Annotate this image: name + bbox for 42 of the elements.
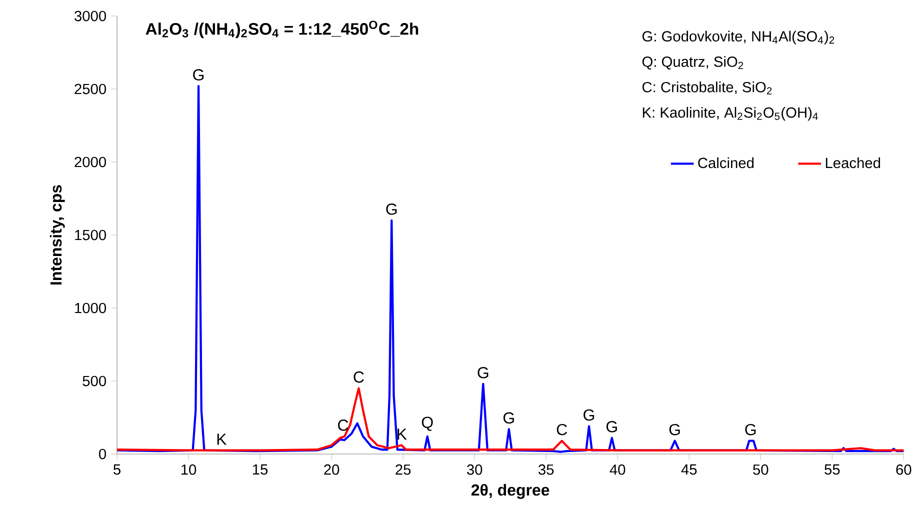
y-tick-label: 1500 — [75, 230, 106, 240]
y-tick-label: 2500 — [74, 84, 106, 94]
annotation: C — [556, 424, 567, 436]
annotation: C — [338, 420, 348, 431]
annotation: C: Cristobalite, SiO$_{2}$ — [642, 82, 772, 94]
annotation: G — [503, 412, 514, 424]
x-tick-label: 45 — [681, 464, 697, 475]
annotation: G — [669, 424, 680, 436]
legend-label: Calcined — [698, 157, 754, 168]
annotation: G — [745, 424, 756, 436]
y-axis-title: Intensity, cps — [50, 185, 65, 284]
y-tick-label: 500 — [82, 376, 106, 386]
annotation: Q: Quatrz, SiO$_{2}$ — [642, 56, 744, 70]
x-tick-label: 5 — [114, 464, 120, 475]
annotation: G — [193, 69, 204, 80]
annotation: Q — [422, 416, 433, 431]
y-tick-label: 0 — [99, 448, 106, 460]
y-tick-label: 3000 — [74, 10, 106, 22]
annotation: C — [354, 371, 364, 383]
annotation: G — [386, 203, 397, 215]
x-tick-label: 40 — [610, 464, 626, 475]
x-tick-label: 35 — [538, 464, 554, 475]
y-tick-label: 2000 — [74, 156, 106, 168]
annotation: G — [478, 367, 488, 378]
annotation: K — [398, 428, 407, 440]
annotation: K: Kaolinite, Al$_{2}$Si$_{2}$O$_{5}$(OH)$_{4}$ — [642, 106, 818, 121]
annotation: K — [217, 434, 227, 445]
annotation: G — [584, 409, 594, 421]
x-tick-label: 25 — [396, 464, 411, 475]
chart-title: Al$_{2}$O$_{3}$ /(NH$_{4}$)$_{2}$SO$_{4}$ = 1:12_450$^{O}$C_2h — [146, 20, 418, 38]
x-tick-label: 30 — [466, 464, 482, 475]
annotation: G: Godovkovite, NH$_{4}$Al(SO$_{4}$)$_{2}$ — [642, 30, 834, 44]
legend-label: Leached — [826, 157, 880, 168]
y-tick-label: 1000 — [75, 302, 106, 314]
annotation: G — [606, 421, 617, 432]
x-tick-label: 10 — [181, 464, 196, 475]
x-tick-label: 55 — [824, 464, 840, 475]
x-tick-label: 60 — [896, 464, 912, 475]
x-axis-title: 2θ, degree — [471, 484, 550, 499]
x-tick-label: 20 — [324, 464, 340, 475]
x-tick-label: 50 — [753, 464, 768, 475]
x-tick-label: 15 — [252, 464, 268, 475]
